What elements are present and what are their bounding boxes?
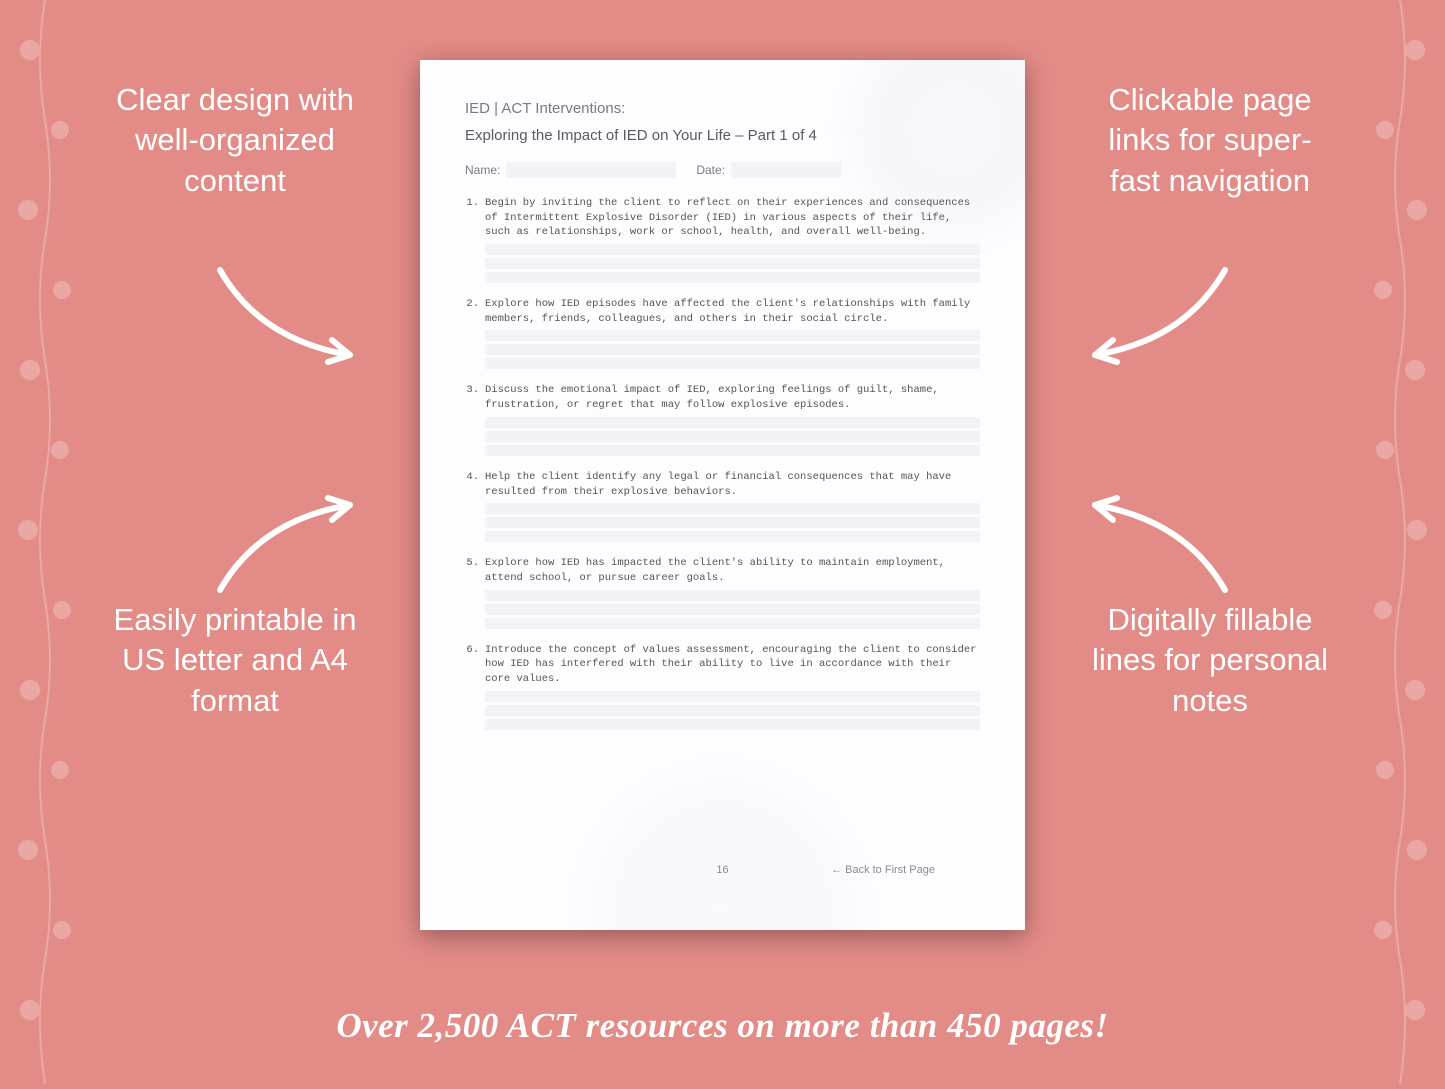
callout-bottom-left: Easily printable in US letter and A4 for…: [110, 600, 360, 721]
question-item: 6.Introduce the concept of values assess…: [465, 643, 980, 730]
callout-bottom-right: Digitally fillable lines for personal no…: [1085, 600, 1335, 721]
answer-lines[interactable]: [485, 691, 980, 730]
answer-line[interactable]: [485, 272, 980, 283]
question-text: Explore how IED episodes have affected t…: [485, 297, 980, 326]
back-to-first-link[interactable]: ← Back to First Page: [831, 864, 935, 876]
answer-line[interactable]: [485, 531, 980, 542]
answer-line[interactable]: [485, 358, 980, 369]
question-text: Begin by inviting the client to reflect …: [485, 196, 980, 240]
callout-top-right: Clickable page links for super-fast navi…: [1085, 80, 1335, 201]
document-page: IED | ACT Interventions: Exploring the I…: [420, 60, 1025, 930]
answer-line[interactable]: [485, 618, 980, 629]
question-item: 1.Begin by inviting the client to reflec…: [465, 196, 980, 283]
answer-line[interactable]: [485, 330, 980, 341]
question-item: 2.Explore how IED episodes have affected…: [465, 297, 980, 369]
answer-line[interactable]: [485, 705, 980, 716]
name-date-row: Name: Date:: [465, 162, 980, 178]
doc-title: Exploring the Impact of IED on Your Life…: [465, 127, 980, 144]
answer-line[interactable]: [485, 258, 980, 269]
question-item: 5.Explore how IED has impacted the clien…: [465, 556, 980, 628]
answer-lines[interactable]: [485, 503, 980, 542]
answer-line[interactable]: [485, 719, 980, 730]
answer-lines[interactable]: [485, 417, 980, 456]
question-item: 4.Help the client identify any legal or …: [465, 470, 980, 542]
floral-border-right: [1355, 0, 1445, 1084]
answer-line[interactable]: [485, 691, 980, 702]
answer-line[interactable]: [485, 445, 980, 456]
callout-top-left: Clear design with well-organized content: [110, 80, 360, 201]
answer-line[interactable]: [485, 417, 980, 428]
question-text: Introduce the concept of values assessme…: [485, 643, 980, 687]
questions-list: 1.Begin by inviting the client to reflec…: [465, 196, 980, 730]
arrow-top-left: [200, 260, 380, 385]
answer-line[interactable]: [485, 517, 980, 528]
question-item: 3.Discuss the emotional impact of IED, e…: [465, 383, 980, 455]
answer-lines[interactable]: [485, 330, 980, 369]
answer-lines[interactable]: [485, 244, 980, 283]
answer-lines[interactable]: [485, 590, 980, 629]
floral-border-left: [0, 0, 90, 1084]
bottom-banner: Over 2,500 ACT resources on more than 45…: [0, 1006, 1445, 1046]
date-field[interactable]: [731, 162, 841, 178]
arrow-bottom-right: [1065, 480, 1245, 605]
answer-line[interactable]: [485, 604, 980, 615]
answer-line[interactable]: [485, 244, 980, 255]
question-number: 2.: [465, 297, 479, 326]
name-field[interactable]: [506, 162, 676, 178]
answer-line[interactable]: [485, 503, 980, 514]
question-number: 6.: [465, 643, 479, 687]
question-number: 4.: [465, 470, 479, 499]
answer-line[interactable]: [485, 590, 980, 601]
question-text: Explore how IED has impacted the client'…: [485, 556, 980, 585]
name-label: Name:: [465, 163, 500, 177]
question-number: 1.: [465, 196, 479, 240]
arrow-top-right: [1065, 260, 1245, 385]
answer-line[interactable]: [485, 344, 980, 355]
question-number: 3.: [465, 383, 479, 412]
doc-heading: IED | ACT Interventions:: [465, 100, 980, 117]
page-footer: 16 ← Back to First Page: [510, 864, 935, 876]
date-label: Date:: [696, 163, 725, 177]
answer-line[interactable]: [485, 431, 980, 442]
question-number: 5.: [465, 556, 479, 585]
question-text: Help the client identify any legal or fi…: [485, 470, 980, 499]
page-number: 16: [716, 864, 728, 876]
question-text: Discuss the emotional impact of IED, exp…: [485, 383, 980, 412]
arrow-bottom-left: [200, 480, 380, 605]
